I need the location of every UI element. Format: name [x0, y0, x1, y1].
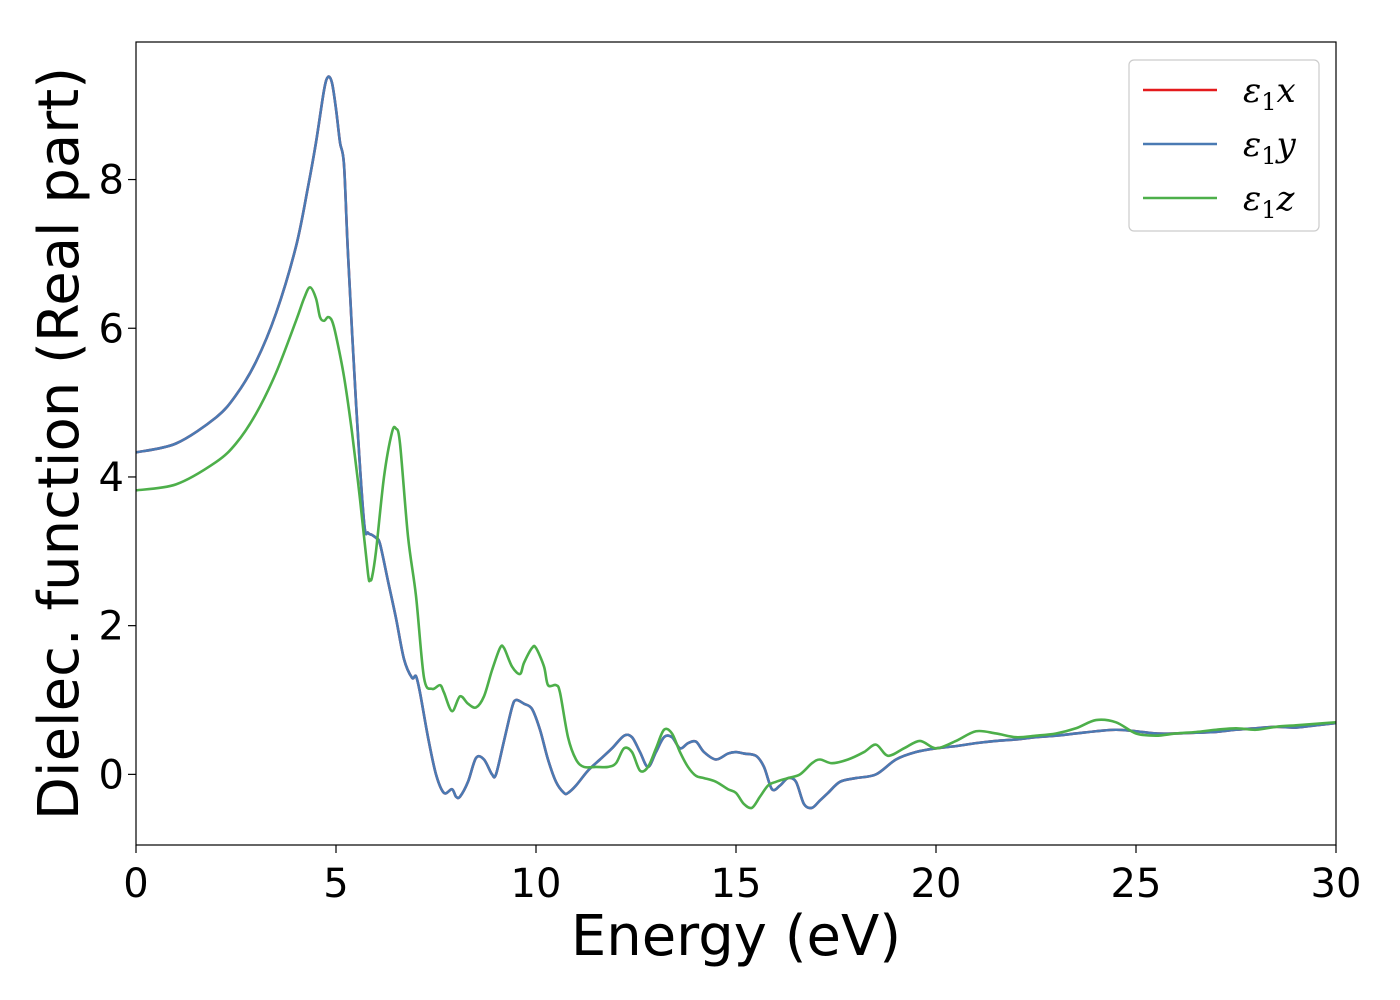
x-tick-label: 15 — [711, 861, 762, 907]
x-tick-label: 30 — [1311, 861, 1362, 907]
y-tick-label: 6 — [99, 306, 124, 352]
y-tick-label: 8 — [99, 158, 124, 204]
y-axis-ticks: 0 2 4 6 8 — [99, 158, 136, 798]
x-axis-title: Energy (eV) — [571, 904, 901, 969]
legend-box — [1128, 59, 1320, 232]
x-tick-label: 0 — [123, 861, 148, 907]
series-layer — [136, 75, 1336, 810]
y-tick-label: 2 — [99, 604, 124, 650]
series-line-z — [136, 286, 1336, 810]
y-axis-title: Dielec. function (Real part) — [27, 67, 92, 820]
legend-label-x: ε1x — [1243, 71, 1296, 116]
x-axis-ticks: 0 5 10 15 20 25 30 — [123, 845, 1361, 907]
y-tick-label: 0 — [99, 752, 124, 798]
legend: ε1x ε1y ε1z — [1128, 59, 1320, 232]
legend-label-z: ε1z — [1243, 179, 1296, 224]
y-tick-label: 4 — [99, 455, 124, 501]
x-tick-label: 20 — [911, 861, 962, 907]
legend-label-y: ε1y — [1243, 125, 1297, 170]
x-tick-label: 5 — [323, 861, 348, 907]
x-tick-label: 25 — [1111, 861, 1162, 907]
series-line-y — [136, 75, 1336, 810]
x-tick-label: 10 — [511, 861, 562, 907]
